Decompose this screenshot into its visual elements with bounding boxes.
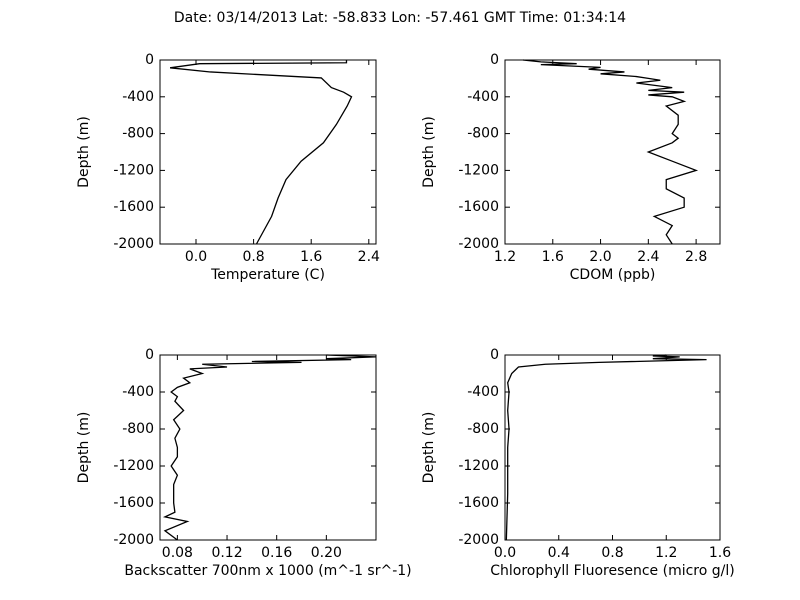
y-tick-label: -800 (467, 421, 499, 437)
x-tick-label: 1.2 (494, 249, 516, 265)
x-tick-label: 2.8 (685, 249, 707, 265)
y-axis-label: Depth (m) (76, 116, 92, 188)
x-tick-label: 1.6 (709, 545, 731, 561)
x-tick-label: 2.4 (637, 249, 659, 265)
x-tick-label: 1.2 (655, 545, 677, 561)
y-tick-label: -2000 (113, 236, 154, 252)
profile-line (169, 60, 353, 245)
y-tick-label: -800 (122, 126, 154, 142)
x-axis-label: Chlorophyll Fluoresence (micro g/l) (490, 563, 734, 579)
y-tick-label: -1200 (113, 162, 154, 178)
x-tick-label: 1.6 (542, 249, 564, 265)
x-tick-label: 0.08 (162, 545, 193, 561)
plot-frame (159, 59, 377, 245)
x-tick-label: 0.8 (242, 249, 264, 265)
y-tick-label: -400 (467, 89, 499, 105)
x-axis-label: CDOM (ppb) (570, 267, 656, 283)
y-tick-label: -2000 (458, 236, 499, 252)
x-tick-label: 0.8 (601, 545, 623, 561)
y-tick-label: -1600 (113, 199, 154, 215)
y-axis-label: Depth (m) (76, 412, 92, 484)
y-tick-label: -400 (467, 384, 499, 400)
x-tick-label: 0.4 (548, 545, 570, 561)
plot-frame (159, 354, 377, 541)
plot-frame (504, 59, 721, 245)
y-tick-label: -2000 (458, 532, 499, 548)
y-tick-label: 0 (490, 347, 499, 363)
profile-line (162, 354, 377, 541)
x-axis-label: Backscatter 700nm x 1000 (m^-1 sr^-1) (124, 563, 411, 579)
y-tick-label: -1600 (113, 495, 154, 511)
y-tick-label: 0 (490, 52, 499, 68)
y-tick-label: 0 (145, 52, 154, 68)
profile-line (522, 59, 699, 245)
x-tick-label: 0.0 (494, 545, 516, 561)
y-tick-label: -1600 (458, 495, 499, 511)
y-tick-label: -1200 (113, 458, 154, 474)
y-tick-label: -800 (467, 126, 499, 142)
x-tick-label: 0.20 (311, 545, 342, 561)
y-tick-label: 0 (145, 347, 154, 363)
x-tick-label: 1.6 (300, 249, 322, 265)
y-tick-label: -400 (122, 384, 154, 400)
x-axis-label: Temperature (C) (210, 267, 325, 283)
x-tick-label: 0.12 (211, 545, 242, 561)
y-tick-label: -400 (122, 89, 154, 105)
y-tick-label: -800 (122, 421, 154, 437)
y-axis-label: Depth (m) (421, 412, 437, 484)
figure-title: Date: 03/14/2013 Lat: -58.833 Lon: -57.4… (174, 10, 626, 26)
y-tick-label: -1200 (458, 162, 499, 178)
y-tick-label: -2000 (113, 532, 154, 548)
x-tick-label: 0.0 (185, 249, 207, 265)
x-tick-label: 2.0 (589, 249, 611, 265)
y-tick-label: -1600 (458, 199, 499, 215)
y-axis-label: Depth (m) (421, 116, 437, 188)
x-tick-label: 2.4 (358, 249, 380, 265)
x-tick-label: 0.16 (261, 545, 292, 561)
y-tick-label: -1200 (458, 458, 499, 474)
